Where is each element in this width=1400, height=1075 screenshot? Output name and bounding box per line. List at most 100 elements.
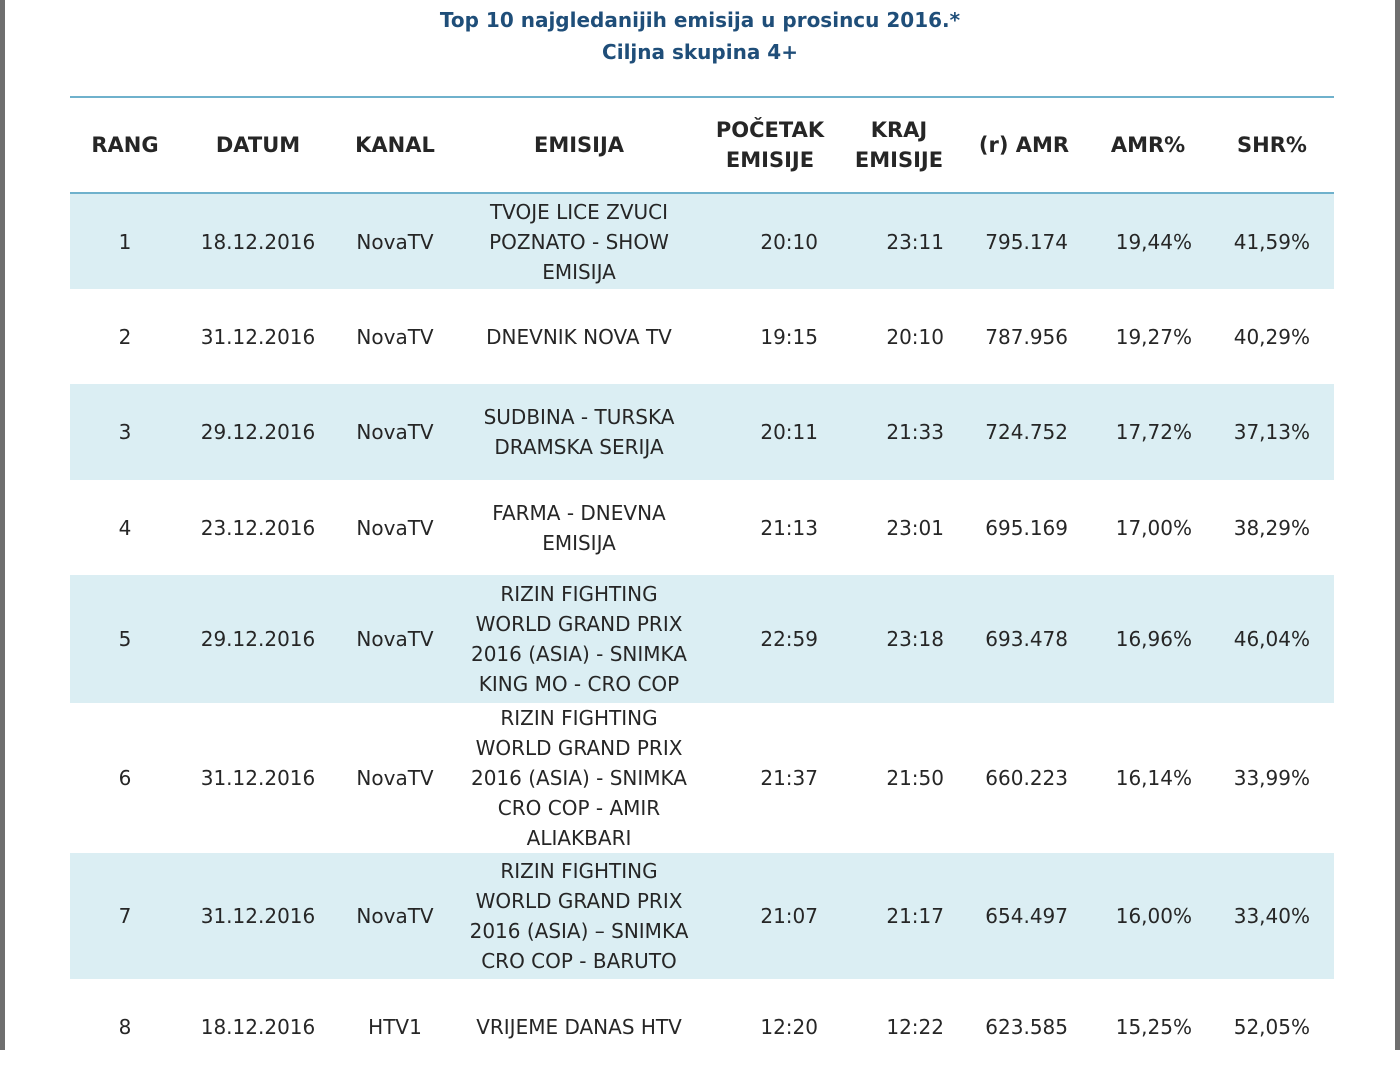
emisija-line: POZNATO - SHOW [489, 229, 669, 254]
cell-amr-pct: 16,96% [1086, 575, 1210, 703]
cell-datum: 29.12.2016 [180, 575, 336, 703]
header-datum: DATUM [180, 96, 336, 194]
cell-pocetak: 20:10 [704, 193, 836, 289]
cell-emisija: TVOJE LICE ZVUCI POZNATO - SHOW EMISIJA [454, 193, 704, 289]
cell-rang: 7 [70, 853, 180, 979]
header-kraj-line-1: KRAJ [870, 118, 928, 142]
cell-datum: 18.12.2016 [180, 193, 336, 289]
cell-emisija: RIZIN FIGHTING WORLD GRAND PRIX 2016 (AS… [454, 575, 704, 703]
cell-kanal: NovaTV [336, 575, 454, 703]
document-title: Top 10 najgledanijih emisija u prosincu … [0, 4, 1400, 68]
cell-pocetak: 12:20 [760, 1015, 818, 1039]
emisija-line: EMISIJA [542, 259, 616, 284]
cell-pocetak: 20:11 [704, 384, 836, 480]
table-row: 1 18.12.2016 NovaTV TVOJE LICE ZVUCI POZ… [70, 193, 1334, 289]
table-header-row: RANG DATUM KANAL EMISIJA POČETAK EMISIJE… [70, 96, 1334, 194]
header-emisija: EMISIJA [454, 96, 704, 194]
title-line-1: Top 10 najgledanijih emisija u prosincu … [439, 8, 961, 32]
emisija-line: CRO COP - BARUTO [481, 949, 677, 973]
cell-emisija: DNEVNIK NOVA TV [454, 289, 704, 384]
table-row: 3 29.12.2016 NovaTV SUDBINA - TURSKA DRA… [70, 384, 1334, 480]
header-amr-pct: AMR% [1086, 96, 1210, 194]
table-row: 8 18.12.2016 HTV1 VRIJEME DANAS HTV 12:2… [70, 979, 1334, 1075]
cell-shr-pct: 40,29% [1233, 324, 1310, 349]
emisija-line: RIZIN FIGHTING [500, 582, 658, 606]
cell-emisija: RIZIN FIGHTING WORLD GRAND PRIX 2016 (AS… [454, 853, 704, 979]
cell-shr-pct: 38,29% [1233, 515, 1310, 540]
cell-datum: 31.12.2016 [200, 766, 316, 790]
cell-shr-pct: 33,40% [1210, 853, 1334, 979]
table-row: 2 31.12.2016 NovaTV DNEVNIK NOVA TV 19:1… [70, 289, 1334, 384]
emisija-line: KING MO - CRO COP [478, 672, 680, 696]
cell-pocetak: 21:07 [704, 853, 836, 979]
cell-pocetak: 22:59 [704, 575, 836, 703]
cell-datum: 31.12.2016 [180, 853, 336, 979]
cell-shr-pct: 46,04% [1210, 575, 1334, 703]
emisija-line: ALIAKBARI [526, 826, 632, 850]
cell-kanal: NovaTV [356, 766, 434, 790]
cell-rang: 3 [70, 384, 180, 480]
cell-amr-pct: 16,14% [1115, 766, 1192, 790]
header-pocetak-line-1: POČETAK [715, 118, 825, 142]
header-pocetak-line-2: EMISIJE [725, 148, 815, 172]
cell-amr-pct: 19,44% [1086, 193, 1210, 289]
emisija-line: RIZIN FIGHTING [500, 706, 658, 730]
emisija-line: TVOJE LICE ZVUCI [489, 199, 669, 224]
cell-shr-pct: 52,05% [1233, 1015, 1310, 1039]
cell-emisija: VRIJEME DANAS HTV [454, 979, 704, 1075]
cell-kraj: 23:11 [836, 193, 962, 289]
emisija-line: SUDBINA - TURSKA [483, 405, 675, 429]
cell-amr: 724.752 [962, 384, 1086, 480]
cell-shr-pct: 33,99% [1233, 766, 1310, 790]
cell-rang: 1 [70, 193, 180, 289]
header-amr: (r) AMR [962, 96, 1086, 194]
cell-amr: 795.174 [962, 193, 1086, 289]
cell-kanal: HTV1 [368, 1015, 422, 1039]
header-pocetak: POČETAK EMISIJE [704, 96, 836, 194]
table-row: 4 23.12.2016 NovaTV FARMA - DNEVNA EMISI… [70, 480, 1334, 575]
cell-kraj: 20:10 [886, 324, 944, 349]
emisija-line: RIZIN FIGHTING [500, 859, 658, 883]
cell-shr-pct: 37,13% [1210, 384, 1334, 480]
cell-kanal: NovaTV [336, 853, 454, 979]
emisija-line: CRO COP - AMIR [497, 796, 661, 820]
cell-rang: 4 [118, 515, 132, 540]
cell-amr-pct: 19,27% [1115, 324, 1192, 349]
cell-amr-pct: 17,72% [1086, 384, 1210, 480]
cell-kraj: 23:18 [836, 575, 962, 703]
cell-amr: 693.478 [962, 575, 1086, 703]
cell-pocetak: 21:13 [760, 515, 818, 540]
cell-amr-pct: 17,00% [1115, 515, 1192, 540]
header-kraj: KRAJ EMISIJE [836, 96, 962, 194]
cell-emisija: RIZIN FIGHTING WORLD GRAND PRIX 2016 (AS… [454, 703, 704, 853]
right-frame-border [1395, 0, 1400, 1050]
cell-rang: 2 [118, 324, 132, 349]
cell-emisija: SUDBINA - TURSKA DRAMSKA SERIJA [454, 384, 704, 480]
cell-rang: 6 [118, 766, 132, 790]
cell-amr: 623.585 [985, 1015, 1068, 1039]
cell-rang: 8 [118, 1015, 132, 1039]
cell-datum: 29.12.2016 [180, 384, 336, 480]
title-line-2: Ciljna skupina 4+ [602, 40, 798, 64]
emisija-line: FARMA - DNEVNA [492, 500, 666, 525]
cell-datum: 23.12.2016 [200, 515, 316, 540]
cell-shr-pct: 41,59% [1210, 193, 1334, 289]
cell-amr: 654.497 [962, 853, 1086, 979]
cell-kanal: NovaTV [336, 193, 454, 289]
emisija-line: 2016 (ASIA) - SNIMKA [470, 766, 687, 790]
emisija-line: EMISIJA [542, 530, 616, 555]
left-frame-border [0, 0, 5, 1050]
cell-kraj: 12:22 [886, 1015, 944, 1039]
header-rang: RANG [70, 96, 180, 194]
emisija-line: 2016 (ASIA) - SNIMKA [470, 642, 687, 666]
cell-amr: 660.223 [985, 766, 1068, 790]
header-kraj-line-2: EMISIJE [854, 148, 944, 172]
emisija-line: DNEVNIK NOVA TV [486, 324, 672, 349]
cell-rang: 5 [70, 575, 180, 703]
cell-datum: 31.12.2016 [200, 324, 316, 349]
header-shr-pct: SHR% [1210, 96, 1334, 194]
cell-kraj: 21:50 [886, 766, 944, 790]
table-row: 5 29.12.2016 NovaTV RIZIN FIGHTING WORLD… [70, 575, 1334, 703]
cell-amr-pct: 15,25% [1115, 1015, 1192, 1039]
ratings-table-container: RANG DATUM KANAL EMISIJA POČETAK EMISIJE… [70, 96, 1334, 1075]
